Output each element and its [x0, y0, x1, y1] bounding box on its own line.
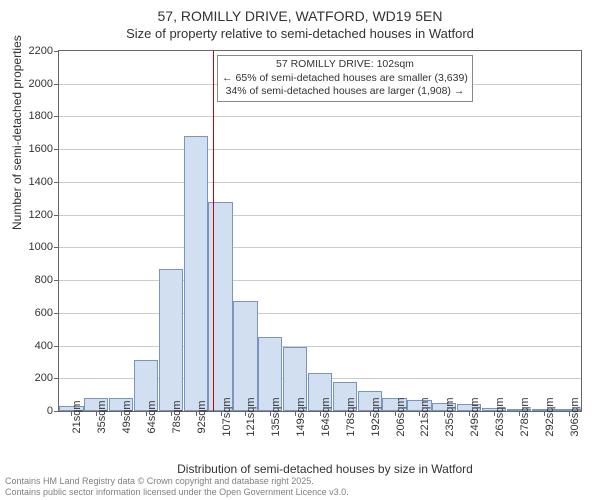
x-tick-mark	[96, 411, 97, 416]
x-tick-label: 206sqm	[395, 397, 407, 436]
x-tick-label: 192sqm	[370, 397, 382, 436]
chart-plot-area: 0200400600800100012001400160018002000220…	[58, 50, 582, 412]
chart-title-sub: Size of property relative to semi-detach…	[0, 26, 600, 41]
x-tick-mark	[270, 411, 271, 416]
x-tick-mark	[469, 411, 470, 416]
x-tick-mark	[444, 411, 445, 416]
y-axis-label: Number of semi-detached properties	[10, 35, 24, 230]
footer-line: Contains HM Land Registry data © Crown c…	[5, 476, 349, 487]
x-tick-mark	[494, 411, 495, 416]
gridline	[59, 215, 581, 216]
y-tick-label: 2000	[29, 78, 53, 90]
y-tick-label: 1200	[29, 209, 53, 221]
x-tick-label: 278sqm	[519, 397, 531, 436]
x-tick-mark	[146, 411, 147, 416]
annotation-line: ← 65% of semi-detached houses are smalle…	[222, 72, 468, 86]
x-tick-label: 21sqm	[71, 400, 83, 433]
y-tick-mark	[54, 84, 59, 85]
gridline	[59, 313, 581, 314]
footer-line: Contains public sector information licen…	[5, 487, 349, 498]
y-tick-label: 2200	[29, 45, 53, 57]
y-tick-mark	[54, 116, 59, 117]
x-tick-label: 292sqm	[544, 397, 556, 436]
annotation-line: 57 ROMILLY DRIVE: 102sqm	[222, 58, 468, 72]
x-tick-label: 164sqm	[320, 397, 332, 436]
histogram-bar	[208, 202, 232, 411]
histogram-bar	[159, 269, 183, 411]
histogram-bar	[233, 301, 257, 411]
x-tick-label: 135sqm	[270, 397, 282, 436]
y-tick-label: 1400	[29, 176, 53, 188]
histogram-bar	[184, 136, 208, 411]
y-tick-mark	[54, 149, 59, 150]
x-tick-label: 107sqm	[221, 397, 233, 436]
annotation-line: 34% of semi-detached houses are larger (…	[222, 85, 468, 99]
x-tick-label: 221sqm	[419, 397, 431, 436]
y-tick-label: 1800	[29, 110, 53, 122]
x-tick-mark	[171, 411, 172, 416]
x-tick-mark	[71, 411, 72, 416]
y-tick-mark	[54, 313, 59, 314]
x-tick-label: 306sqm	[569, 397, 581, 436]
x-tick-mark	[345, 411, 346, 416]
y-tick-mark	[54, 215, 59, 216]
y-tick-label: 400	[35, 340, 53, 352]
x-tick-label: 263sqm	[494, 397, 506, 436]
y-tick-label: 1000	[29, 241, 53, 253]
x-axis-label: Distribution of semi-detached houses by …	[25, 462, 600, 476]
y-tick-mark	[54, 346, 59, 347]
y-tick-mark	[54, 280, 59, 281]
annotation-box: 57 ROMILLY DRIVE: 102sqm← 65% of semi-de…	[217, 55, 473, 102]
gridline	[59, 149, 581, 150]
y-tick-mark	[54, 378, 59, 379]
footer-attribution: Contains HM Land Registry data © Crown c…	[5, 476, 349, 498]
x-tick-label: 121sqm	[245, 397, 257, 436]
x-tick-mark	[295, 411, 296, 416]
gridline	[59, 346, 581, 347]
x-tick-label: 92sqm	[196, 400, 208, 433]
x-tick-mark	[196, 411, 197, 416]
x-tick-mark	[221, 411, 222, 416]
gridline	[59, 182, 581, 183]
y-tick-label: 1600	[29, 143, 53, 155]
y-tick-mark	[54, 51, 59, 52]
x-tick-mark	[370, 411, 371, 416]
x-tick-label: 178sqm	[345, 397, 357, 436]
gridline	[59, 116, 581, 117]
x-tick-label: 78sqm	[171, 400, 183, 433]
x-tick-label: 249sqm	[469, 397, 481, 436]
x-tick-mark	[320, 411, 321, 416]
y-tick-label: 800	[35, 274, 53, 286]
x-tick-label: 149sqm	[295, 397, 307, 436]
y-tick-label: 0	[47, 405, 53, 417]
x-tick-label: 49sqm	[121, 400, 133, 433]
y-tick-mark	[54, 411, 59, 412]
x-tick-label: 35sqm	[96, 400, 108, 433]
x-tick-label: 235sqm	[444, 397, 456, 436]
chart-title-main: 57, ROMILLY DRIVE, WATFORD, WD19 5EN	[0, 0, 600, 24]
y-tick-mark	[54, 247, 59, 248]
x-tick-mark	[419, 411, 420, 416]
x-tick-label: 64sqm	[146, 400, 158, 433]
x-tick-mark	[519, 411, 520, 416]
x-tick-mark	[121, 411, 122, 416]
gridline	[59, 247, 581, 248]
y-tick-mark	[54, 182, 59, 183]
x-tick-mark	[544, 411, 545, 416]
gridline	[59, 280, 581, 281]
y-tick-label: 600	[35, 307, 53, 319]
x-tick-mark	[245, 411, 246, 416]
reference-line	[213, 51, 214, 411]
y-tick-label: 200	[35, 372, 53, 384]
x-tick-mark	[395, 411, 396, 416]
x-tick-mark	[569, 411, 570, 416]
